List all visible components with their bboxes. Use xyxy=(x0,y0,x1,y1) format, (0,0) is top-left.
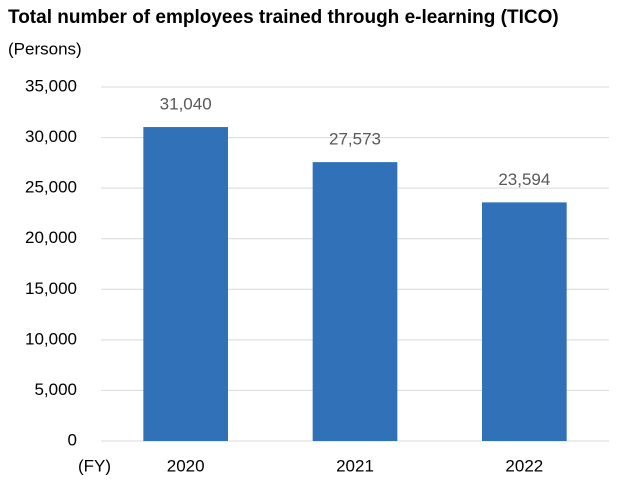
chart-title: Total number of employees trained throug… xyxy=(8,7,559,28)
y-tick-label: 25,000 xyxy=(25,178,77,197)
y-tick-label: 5,000 xyxy=(34,380,77,399)
value-label: 31,040 xyxy=(160,95,212,114)
x-tick-label: 2021 xyxy=(336,456,374,475)
y-tick-label: 0 xyxy=(68,430,77,449)
y-tick-label: 15,000 xyxy=(25,279,77,298)
y-tick-label: 30,000 xyxy=(25,127,77,146)
value-label: 23,594 xyxy=(498,170,550,189)
bar xyxy=(143,127,228,441)
bar xyxy=(482,202,567,441)
y-tick-label: 20,000 xyxy=(25,228,77,247)
bar xyxy=(312,162,398,441)
y-axis-label: (Persons) xyxy=(8,39,82,58)
y-tick-label: 35,000 xyxy=(25,76,77,95)
x-axis-label: (FY) xyxy=(78,456,111,475)
x-tick-label: 2022 xyxy=(505,456,543,475)
value-label: 27,573 xyxy=(329,130,381,149)
x-tick-label: 2020 xyxy=(167,456,205,475)
y-tick-label: 10,000 xyxy=(25,329,77,348)
